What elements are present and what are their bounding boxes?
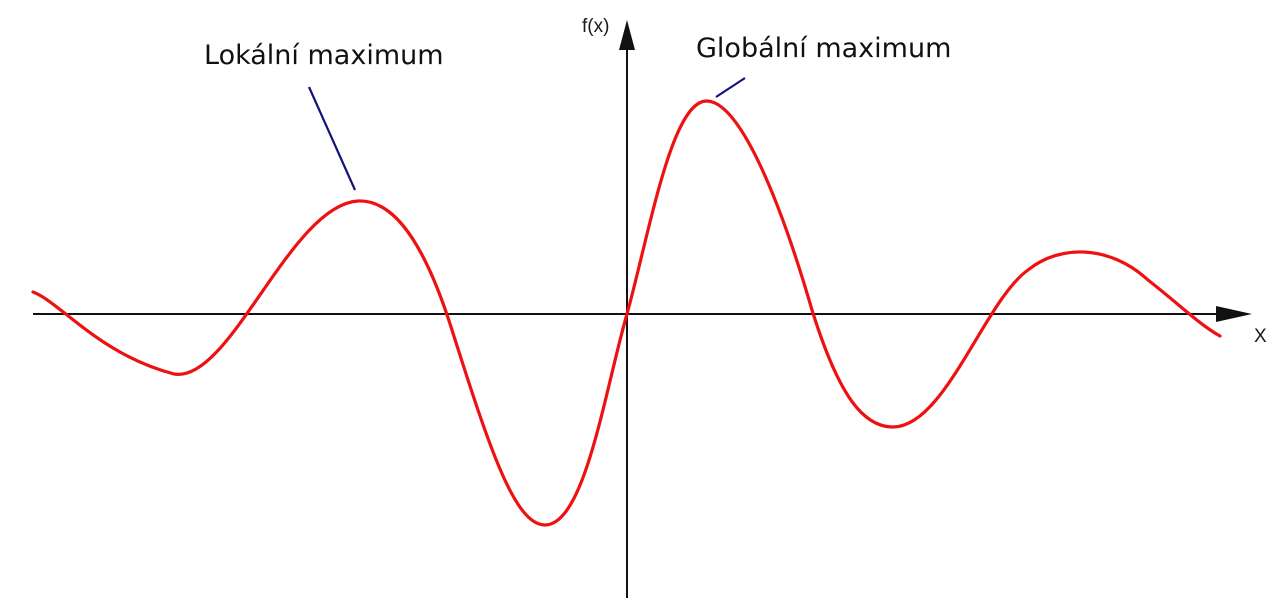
y-axis-arrow-icon (619, 20, 635, 50)
x-axis-label: X (1254, 326, 1267, 347)
local-max-leader (307, 86, 357, 191)
y-axis-label: f(x) (582, 16, 609, 37)
global-max-label: Globální maximum (696, 33, 951, 64)
global-max-leader (715, 77, 746, 98)
x-axis-arrow-icon (1216, 306, 1252, 322)
function-curve (31, 99, 1222, 527)
local-max-label: Lokální maximum (204, 40, 444, 71)
